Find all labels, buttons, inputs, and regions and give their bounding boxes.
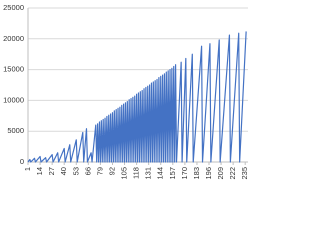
y-tick-label: 10000 xyxy=(3,95,24,104)
data-line xyxy=(27,31,247,163)
y-tick-label: 25000 xyxy=(3,3,24,12)
page: {"chart_data": {"type": "line", "color":… xyxy=(3,2,250,180)
x-tick-label: 118 xyxy=(132,167,141,179)
y-tick-label: 5000 xyxy=(7,126,24,135)
x-tick-label: 144 xyxy=(156,167,165,180)
x-tick-label: 170 xyxy=(180,167,189,180)
x-tick-label: 14 xyxy=(35,167,44,175)
chart: 0 5000 10000 15000 20000 25000 1 14 27 40 53 66 79 92… xyxy=(3,3,249,180)
x-tick-label: 105 xyxy=(120,167,129,180)
x-tick-label: 1 xyxy=(23,167,32,171)
x-tick-label: 53 xyxy=(71,167,80,175)
x-tick-label: 66 xyxy=(83,167,92,175)
x-tick-label: 131 xyxy=(144,167,153,180)
x-tick-label: 235 xyxy=(240,167,249,180)
x-tick-label: 157 xyxy=(168,167,177,180)
x-tick-label: 92 xyxy=(107,167,116,175)
y-tick-label: 15000 xyxy=(3,65,24,74)
x-tick-label: 222 xyxy=(228,167,237,180)
x-tick-label: 27 xyxy=(47,167,56,175)
y-tick-label: 20000 xyxy=(3,34,24,43)
x-tick-label: 40 xyxy=(59,167,68,175)
x-tick-label: 79 xyxy=(95,167,104,175)
x-tick-label: 196 xyxy=(204,167,213,180)
x-tick-label: 209 xyxy=(216,167,225,180)
y-tick-label: 0 xyxy=(20,157,24,166)
x-tick-label: 183 xyxy=(192,167,201,180)
